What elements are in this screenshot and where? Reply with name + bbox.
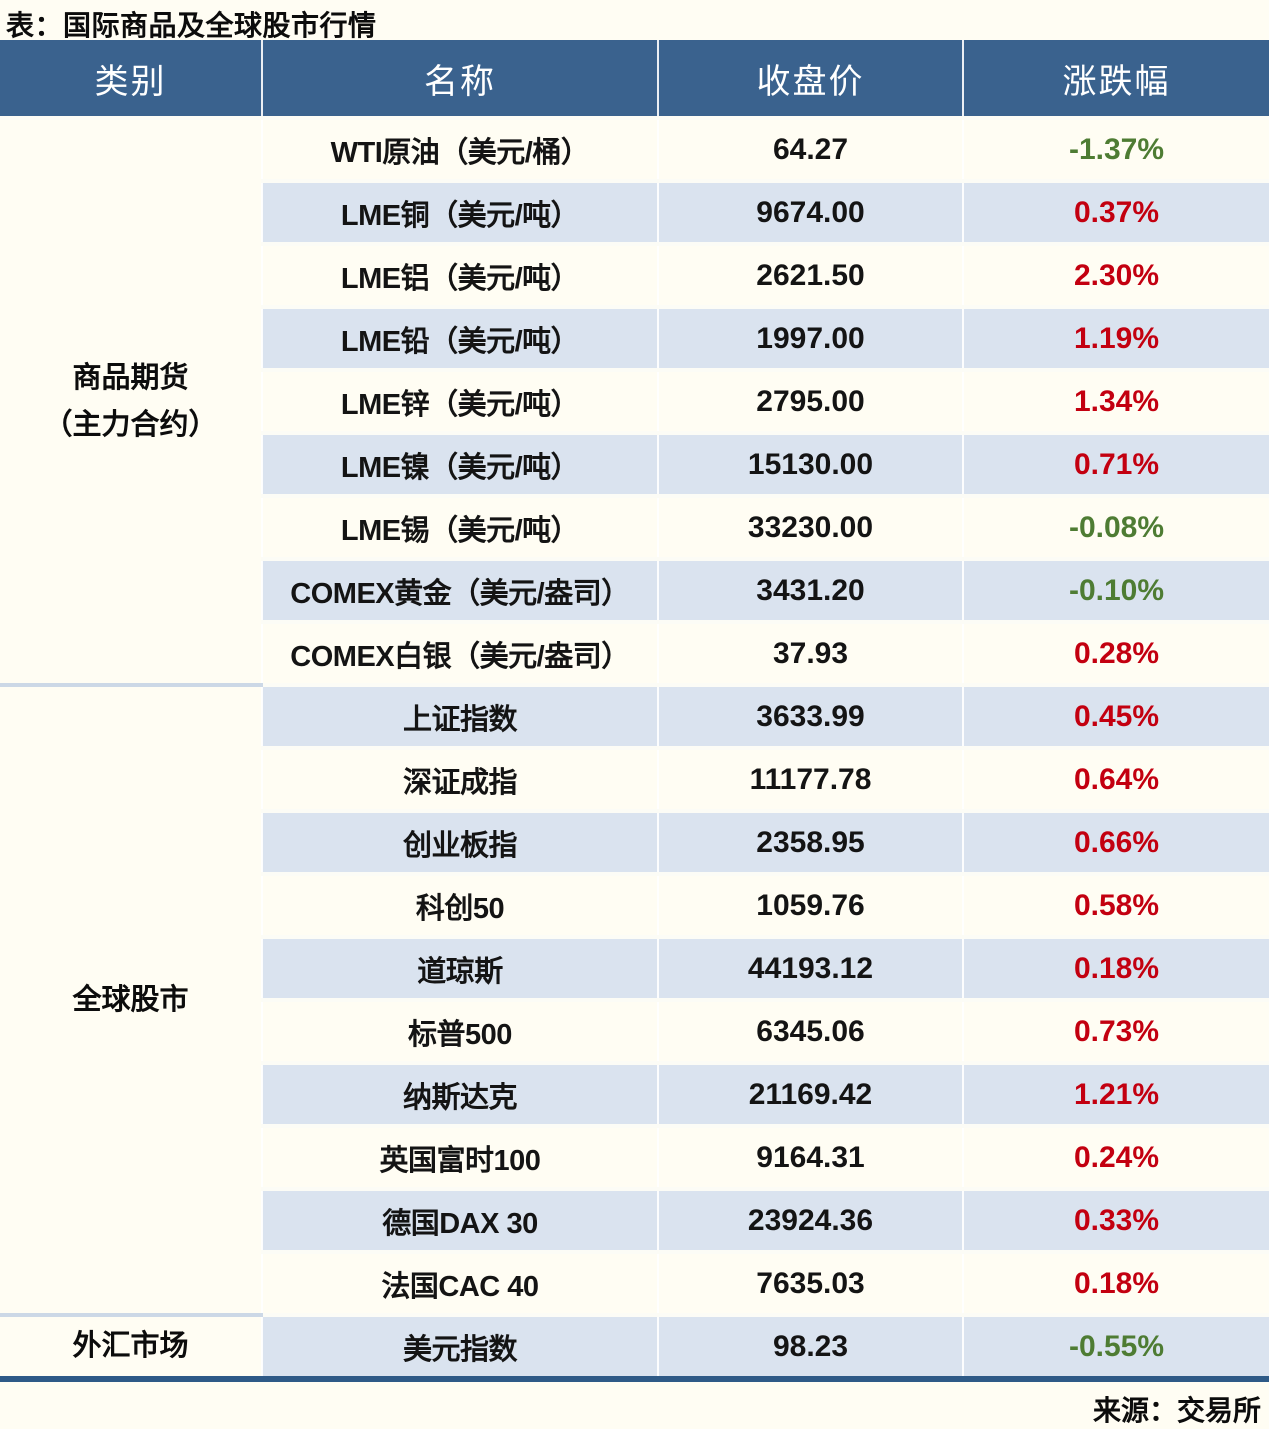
name-cell: LME锡（美元/吨） (261, 494, 658, 559)
source-label: 来源：交易所 (1092, 1395, 1261, 1426)
close-price-cell: 1997.00 (657, 305, 963, 370)
close-price-cell: 3633.99 (657, 683, 963, 748)
table-row: 创业板指 2358.95 0.66% (0, 809, 1269, 874)
name-cell: 科创50 (261, 872, 658, 937)
change-percent-cell: -0.55% (962, 1313, 1269, 1382)
change-percent-cell: -0.10% (962, 557, 1269, 622)
market-table: 类别 名称 收盘价 涨跌幅 商品期货 （主力合约） WTI原油（美元/桶） 64.27… (0, 40, 1269, 1382)
change-percent-cell: -1.37% (962, 116, 1269, 181)
change-percent-cell: 0.45% (962, 683, 1269, 748)
close-price-cell: 37.93 (657, 620, 963, 685)
name-cell: LME铝（美元/吨） (261, 242, 658, 307)
category-cell: 商品期货 （主力合约） (0, 116, 262, 685)
table-row: LME锌（美元/吨） 2795.00 1.34% (0, 368, 1269, 433)
table-row: 外汇市场 美元指数 98.23 -0.55% (0, 1313, 1269, 1382)
change-percent-cell: -0.08% (962, 494, 1269, 559)
category-cell: 外汇市场 (0, 1313, 262, 1382)
change-percent-cell: 0.71% (962, 431, 1269, 496)
name-cell: 上证指数 (261, 683, 658, 748)
close-price-cell: 7635.03 (657, 1250, 963, 1315)
close-price-cell: 23924.36 (657, 1187, 963, 1252)
change-percent-cell: 0.24% (962, 1124, 1269, 1189)
table-row: LME锡（美元/吨） 33230.00 -0.08% (0, 494, 1269, 559)
table-row: 法国CAC 40 7635.03 0.18% (0, 1250, 1269, 1315)
name-cell: LME镍（美元/吨） (261, 431, 658, 496)
category-label: 商品期货 (72, 362, 189, 395)
close-price-cell: 15130.00 (657, 431, 963, 496)
table-row: LME铅（美元/吨） 1997.00 1.19% (0, 305, 1269, 370)
table-row: 科创50 1059.76 0.58% (0, 872, 1269, 937)
close-price-cell: 9674.00 (657, 179, 963, 244)
close-price-cell: 1059.76 (657, 872, 963, 937)
change-percent-cell: 2.30% (962, 242, 1269, 307)
change-percent-cell: 0.64% (962, 746, 1269, 811)
table-row: 全球股市 上证指数 3633.99 0.45% (0, 683, 1269, 1315)
name-cell: 深证成指 (261, 746, 658, 811)
close-price-cell: 33230.00 (657, 494, 963, 559)
page-title: 表：国际商品及全球股市行情 (6, 10, 377, 41)
name-cell: 标普500 (261, 998, 658, 1063)
table-body: 商品期货 （主力合约） WTI原油（美元/桶） 64.27 -1.37% LME铜（美元/… (0, 116, 1269, 1382)
table-row: 商品期货 （主力合约） WTI原油（美元/桶） 64.27 -1.37% (0, 116, 1269, 685)
name-cell: 道琼斯 (261, 935, 658, 1000)
table-row: LME铝（美元/吨） 2621.50 2.30% (0, 242, 1269, 307)
table-row: LME铜（美元/吨） 9674.00 0.37% (0, 179, 1269, 244)
change-percent-cell: 0.33% (962, 1187, 1269, 1252)
name-cell: COMEX黄金（美元/盎司） (261, 557, 658, 622)
category-label: 外汇市场 (72, 1330, 189, 1363)
name-cell: 法国CAC 40 (261, 1250, 658, 1315)
category-cell: 全球股市 (0, 683, 262, 1315)
name-cell: WTI原油（美元/桶） (261, 116, 658, 181)
change-percent-cell: 0.18% (962, 1250, 1269, 1315)
close-price-cell: 98.23 (657, 1313, 963, 1382)
change-percent-cell: 0.73% (962, 998, 1269, 1063)
name-cell: 德国DAX 30 (261, 1187, 658, 1252)
close-price-cell: 2358.95 (657, 809, 963, 874)
name-cell: LME铅（美元/吨） (261, 305, 658, 370)
name-cell: 创业板指 (261, 809, 658, 874)
close-price-cell: 6345.06 (657, 998, 963, 1063)
col-header-name: 名称 (261, 40, 658, 118)
name-cell: LME锌（美元/吨） (261, 368, 658, 433)
col-header-category: 类别 (0, 40, 262, 118)
col-header-change: 涨跌幅 (962, 40, 1269, 118)
close-price-cell: 11177.78 (657, 746, 963, 811)
close-price-cell: 2795.00 (657, 368, 963, 433)
name-cell: 纳斯达克 (261, 1061, 658, 1126)
table-row: 标普500 6345.06 0.73% (0, 998, 1269, 1063)
name-cell: 美元指数 (261, 1313, 658, 1382)
change-percent-cell: 0.66% (962, 809, 1269, 874)
category-label: 全球股市 (72, 983, 189, 1016)
col-header-close: 收盘价 (657, 40, 963, 118)
close-price-cell: 9164.31 (657, 1124, 963, 1189)
change-percent-cell: 0.18% (962, 935, 1269, 1000)
change-percent-cell: 0.28% (962, 620, 1269, 685)
change-percent-cell: 0.37% (962, 179, 1269, 244)
table-row: 英国富时100 9164.31 0.24% (0, 1124, 1269, 1189)
close-price-cell: 3431.20 (657, 557, 963, 622)
table-row: COMEX黄金（美元/盎司） 3431.20 -0.10% (0, 557, 1269, 622)
category-label: （主力合约） (43, 408, 218, 441)
table-row: 德国DAX 30 23924.36 0.33% (0, 1187, 1269, 1252)
change-percent-cell: 1.34% (962, 368, 1269, 433)
change-percent-cell: 0.58% (962, 872, 1269, 937)
name-cell: LME铜（美元/吨） (261, 179, 658, 244)
table-row: 纳斯达克 21169.42 1.21% (0, 1061, 1269, 1126)
header-row: 类别 名称 收盘价 涨跌幅 (0, 40, 1269, 118)
change-percent-cell: 1.21% (962, 1061, 1269, 1126)
table-row: 深证成指 11177.78 0.64% (0, 746, 1269, 811)
name-cell: COMEX白银（美元/盎司） (261, 620, 658, 685)
name-cell: 英国富时100 (261, 1124, 658, 1189)
close-price-cell: 64.27 (657, 116, 963, 181)
close-price-cell: 21169.42 (657, 1061, 963, 1126)
close-price-cell: 44193.12 (657, 935, 963, 1000)
table-row: COMEX白银（美元/盎司） 37.93 0.28% (0, 620, 1269, 685)
table-row: 道琼斯 44193.12 0.18% (0, 935, 1269, 1000)
close-price-cell: 2621.50 (657, 242, 963, 307)
change-percent-cell: 1.19% (962, 305, 1269, 370)
table-row: LME镍（美元/吨） 15130.00 0.71% (0, 431, 1269, 496)
